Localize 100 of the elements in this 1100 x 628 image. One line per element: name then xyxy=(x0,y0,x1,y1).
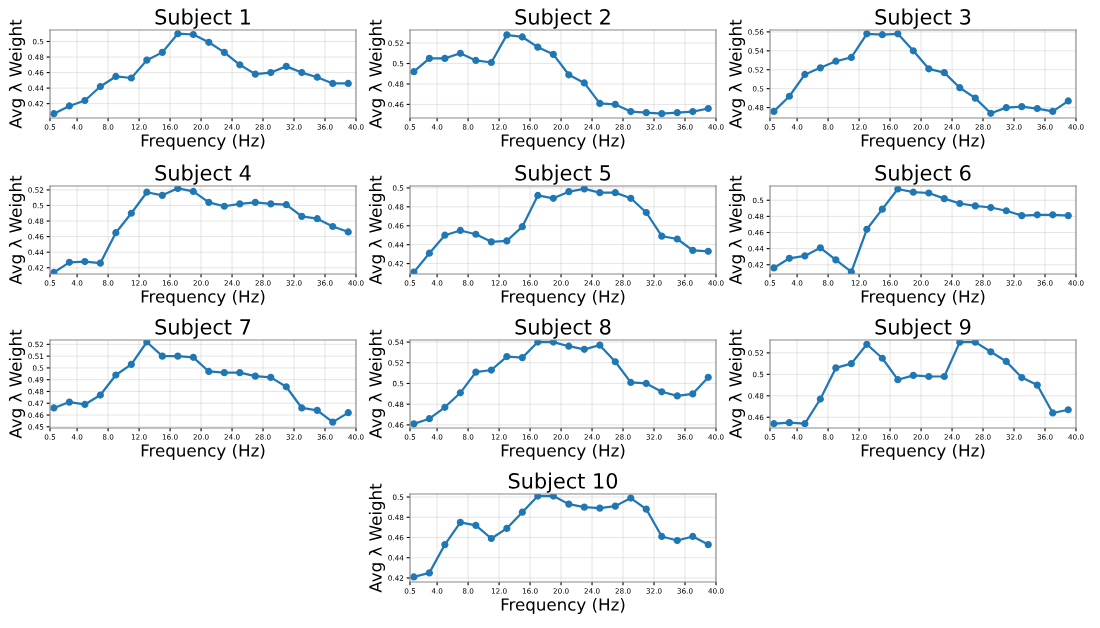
point xyxy=(96,259,104,267)
point xyxy=(112,371,120,379)
y-axis-title: Avg λ Weight xyxy=(368,19,386,129)
point xyxy=(971,340,979,346)
point xyxy=(770,264,778,272)
point xyxy=(158,352,166,360)
point xyxy=(298,212,306,220)
point xyxy=(658,388,666,396)
point xyxy=(956,84,964,92)
point xyxy=(298,404,306,412)
point xyxy=(1018,373,1026,382)
point xyxy=(534,43,542,51)
point xyxy=(658,109,666,118)
point xyxy=(313,215,321,223)
point xyxy=(472,368,480,376)
point xyxy=(503,31,511,39)
point xyxy=(158,191,166,199)
x-axis-title: Frequency (Hz) xyxy=(501,443,625,461)
point xyxy=(251,198,259,206)
point xyxy=(456,518,464,526)
point xyxy=(344,228,352,236)
x-axis-title: Frequency (Hz) xyxy=(501,133,625,151)
point xyxy=(565,188,573,196)
point xyxy=(909,371,917,380)
y-axis-title: Avg λ Weight xyxy=(8,329,26,439)
point xyxy=(909,188,917,196)
point xyxy=(441,54,449,63)
point xyxy=(220,202,228,210)
point xyxy=(689,246,697,254)
point xyxy=(971,202,979,210)
point xyxy=(143,56,151,64)
point xyxy=(770,420,778,428)
point xyxy=(894,30,902,38)
point xyxy=(1033,211,1041,219)
point xyxy=(472,230,480,238)
point xyxy=(282,62,290,70)
point xyxy=(329,222,337,231)
point xyxy=(205,367,213,376)
point xyxy=(205,198,213,206)
x-axis-title: Frequency (Hz) xyxy=(861,289,985,307)
x-axis-title: Frequency (Hz) xyxy=(501,289,625,307)
point xyxy=(518,508,526,516)
point xyxy=(894,376,902,384)
point xyxy=(441,540,449,549)
point xyxy=(1049,409,1057,417)
point xyxy=(642,208,650,217)
point xyxy=(456,226,464,235)
point xyxy=(956,199,964,208)
point xyxy=(863,225,871,233)
point xyxy=(456,389,464,397)
point xyxy=(425,569,433,577)
point xyxy=(487,238,495,246)
point xyxy=(770,107,778,115)
point xyxy=(298,68,306,77)
point xyxy=(425,249,433,257)
point xyxy=(925,65,933,73)
point xyxy=(642,505,650,513)
chart-title: Subject 9 xyxy=(875,318,971,339)
point xyxy=(127,360,135,368)
point xyxy=(642,108,650,117)
chart-title: Subject 4 xyxy=(155,164,251,185)
point xyxy=(143,188,151,196)
point xyxy=(611,358,619,366)
point xyxy=(127,74,135,82)
point xyxy=(81,400,89,409)
point xyxy=(596,341,604,349)
point xyxy=(1018,211,1026,220)
point xyxy=(127,209,135,217)
point xyxy=(236,200,244,208)
point xyxy=(704,540,712,549)
point xyxy=(673,536,681,545)
y-axis-title: Avg λ Weight xyxy=(728,329,746,439)
point xyxy=(112,229,120,237)
point xyxy=(704,104,712,113)
point xyxy=(518,223,526,231)
point xyxy=(658,532,666,541)
point xyxy=(596,504,604,512)
point xyxy=(313,73,321,81)
point xyxy=(487,58,495,67)
point xyxy=(472,56,480,65)
point xyxy=(472,521,480,529)
point xyxy=(863,30,871,38)
point xyxy=(534,494,542,500)
point xyxy=(441,403,449,411)
point xyxy=(282,383,290,391)
chart-title: Subject 3 xyxy=(875,8,971,29)
point xyxy=(534,340,542,346)
point xyxy=(940,195,948,203)
point xyxy=(1064,406,1072,414)
point xyxy=(143,340,151,346)
point xyxy=(673,392,681,400)
point xyxy=(801,420,809,428)
point xyxy=(816,395,824,403)
point xyxy=(627,194,635,202)
point xyxy=(81,257,89,266)
point xyxy=(549,194,557,202)
point xyxy=(205,38,213,46)
point xyxy=(580,186,588,193)
point xyxy=(689,532,697,541)
point xyxy=(282,201,290,209)
